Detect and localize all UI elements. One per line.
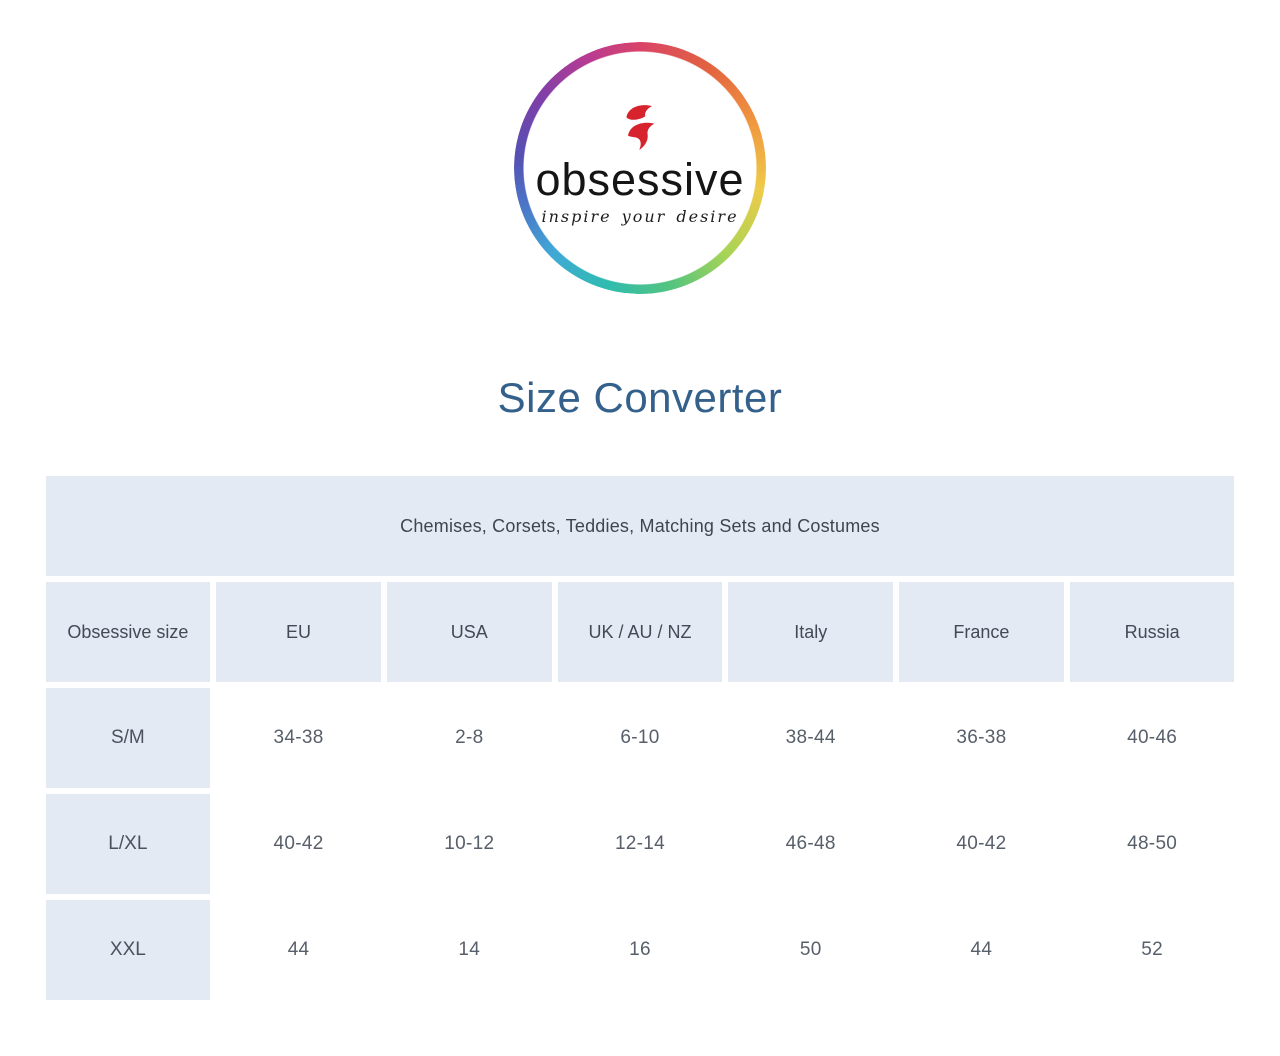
brand-tagline: inspire your desire [541, 207, 739, 227]
value-cell: 2-8 [386, 688, 552, 789]
value-cell: 50 [728, 900, 894, 1001]
table-caption: Chemises, Corsets, Teddies, Matching Set… [45, 476, 1235, 577]
column-header-uk-au-nz: UK / AU / NZ [557, 582, 723, 683]
value-cell: 34-38 [216, 688, 381, 789]
value-cell: 14 [386, 900, 552, 1001]
column-header-eu: EU [216, 582, 381, 683]
size-label-cell: L/XL [45, 794, 211, 895]
page-title: Size Converter [497, 374, 783, 421]
value-cell: 40-46 [1069, 688, 1235, 789]
value-cell: 36-38 [899, 688, 1064, 789]
value-cell: 10-12 [386, 794, 552, 895]
value-cell: 44 [899, 900, 1064, 1001]
flame-swoosh-icon [616, 98, 664, 154]
value-cell: 40-42 [216, 794, 381, 895]
size-conversion-table: Chemises, Corsets, Teddies, Matching Set… [45, 476, 1235, 1001]
column-header-obsessive-size: Obsessive size [45, 582, 211, 683]
size-label-cell: XXL [45, 900, 211, 1001]
column-header-italy: Italy [728, 582, 894, 683]
value-cell: 48-50 [1069, 794, 1235, 895]
value-cell: 16 [557, 900, 723, 1001]
value-cell: 6-10 [557, 688, 723, 789]
brand-logo: obsessive inspire your desire [514, 42, 766, 294]
value-cell: 12-14 [557, 794, 723, 895]
size-label-cell: S/M [45, 688, 211, 789]
value-cell: 40-42 [899, 794, 1064, 895]
rainbow-ring [514, 42, 766, 294]
logo-content: obsessive inspire your desire [514, 42, 766, 294]
value-cell: 46-48 [728, 794, 894, 895]
brand-wordmark: obsessive [535, 154, 745, 205]
value-cell: 52 [1069, 900, 1235, 1001]
column-header-usa: USA [386, 582, 552, 683]
value-cell: 38-44 [728, 688, 894, 789]
column-header-russia: Russia [1069, 582, 1235, 683]
value-cell: 44 [216, 900, 381, 1001]
column-header-france: France [899, 582, 1064, 683]
